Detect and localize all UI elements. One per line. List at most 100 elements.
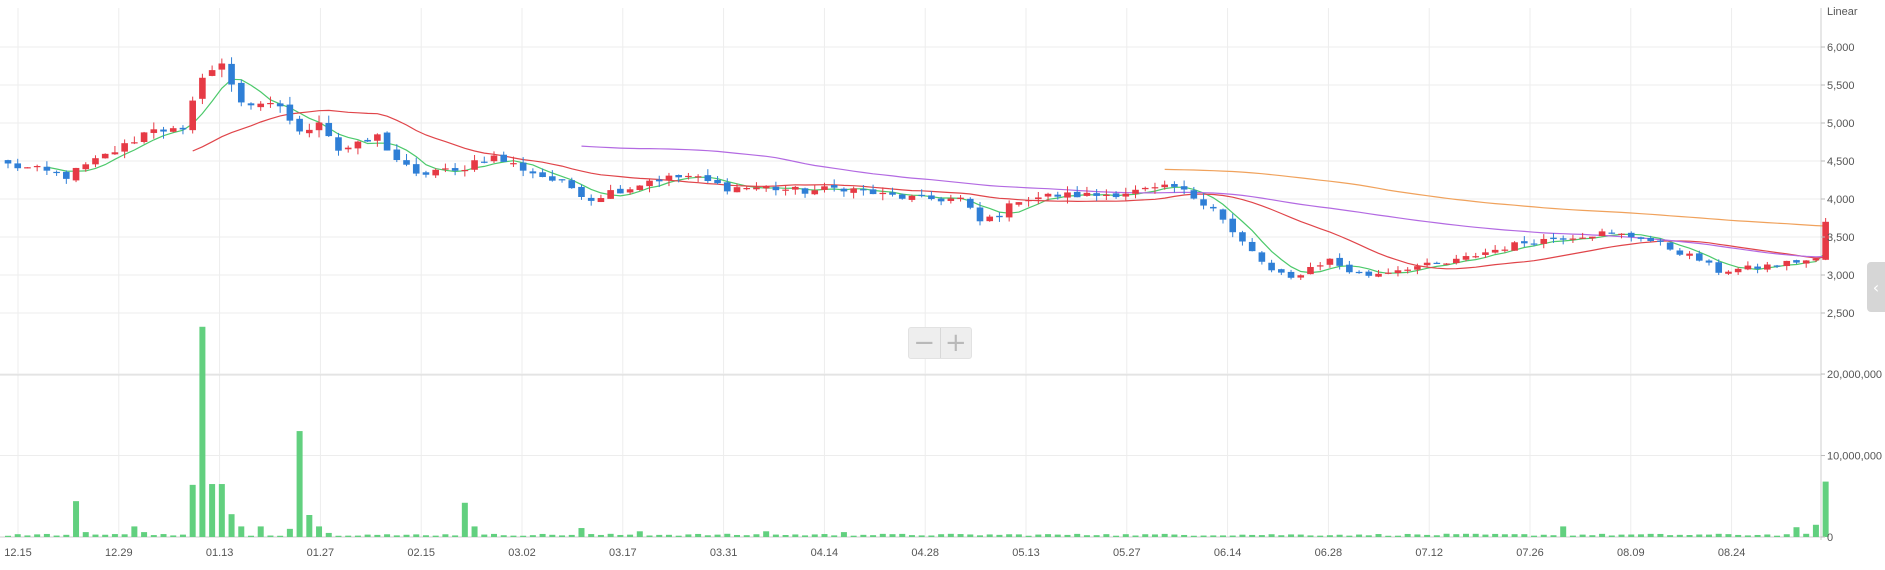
date-tick-label: 08.24 [1718,547,1746,559]
candle-body [1764,264,1771,270]
candle-body [1511,242,1518,251]
candle [1103,189,1110,201]
candle [131,136,138,145]
candle [354,140,362,155]
candle-body [286,104,294,121]
volume-bar [277,535,284,537]
volume-bar [840,532,847,537]
date-tick-label: 01.27 [307,547,335,559]
price-tick-label: 5,500 [1827,80,1855,92]
candle [840,187,848,197]
x-grid [17,8,1733,537]
price-tick-label: 4,000 [1827,194,1855,206]
candle [510,156,517,167]
volume-bar [957,534,964,537]
zoom-in-button[interactable]: + [939,328,972,358]
candle [1375,269,1382,278]
scale-mode-label[interactable]: Linear [1827,6,1858,18]
volume-bar [977,535,983,537]
candle [267,96,274,108]
volume-bar [1822,481,1829,537]
volume-bar [1103,534,1110,537]
volume-bar [1317,535,1324,537]
candle-body [1686,253,1693,256]
volume-bar [636,531,643,537]
candle [1122,187,1130,201]
candle [1530,239,1538,247]
volume-bar [802,535,809,537]
candle [850,186,857,199]
candle-body [315,122,323,131]
candle-body [607,190,614,199]
date-tick-label: 04.28 [911,547,939,559]
side-panel-toggle-button[interactable]: ‹ [1867,262,1885,312]
candle [179,125,187,135]
candle [403,153,410,167]
candle [237,79,245,107]
candle [218,58,226,78]
volume-bar [559,535,566,537]
date-tick-label: 03.31 [710,547,738,559]
candle-body [63,171,70,179]
candle-body [276,103,284,107]
candle-body [393,149,401,161]
volume-bar [14,534,21,537]
date-tick-label: 03.17 [609,547,637,559]
volume-bar [1414,534,1421,537]
candle [150,122,158,139]
candle-body [325,122,333,137]
zoom-out-button[interactable]: − [913,328,936,358]
candle-body [1404,269,1411,271]
candle [1657,238,1664,246]
volume-bar [422,535,429,537]
price-tick-label: 2,500 [1827,308,1855,320]
candle-body [587,197,595,201]
candle-body [432,169,439,176]
candle-body [685,175,692,178]
volume-bar [928,535,935,537]
volume-bar [296,431,303,537]
candle [1248,238,1256,252]
candle [869,184,877,195]
candle [1414,263,1421,275]
candle [1598,228,1606,237]
candle [1384,268,1392,275]
volume-bar [102,534,109,537]
candle [480,156,488,164]
candle-body [1472,256,1480,258]
volume-bar [1706,534,1712,537]
candle [1637,236,1645,242]
candle-body [92,158,99,165]
volume-bar [257,526,264,537]
candle [1365,269,1373,278]
volume-bar [850,535,857,537]
candle-body [199,77,206,99]
candle [247,102,255,110]
candle [1180,180,1188,195]
candle-body [1637,237,1645,239]
volume-bar [1385,535,1392,537]
volume-grid [0,373,1821,538]
volume-bar [860,534,867,537]
candle [1482,248,1489,258]
volume-bar [1803,533,1810,537]
candle [1695,250,1703,262]
candle [568,177,576,189]
volume-bar [996,534,1003,537]
volume-bar [811,534,818,537]
volume-bar [92,534,99,537]
candle [1035,191,1042,205]
candle [72,167,80,183]
candle [189,96,196,134]
volume-bar [1793,527,1800,537]
candle-body [1316,265,1324,267]
candle-body [267,102,274,105]
candle-body [1248,241,1256,252]
candle [1647,235,1654,242]
candle-body [529,171,537,174]
candle-body [1161,184,1168,188]
candle [937,196,945,206]
candle-body [150,129,158,133]
candle-body [597,198,605,203]
